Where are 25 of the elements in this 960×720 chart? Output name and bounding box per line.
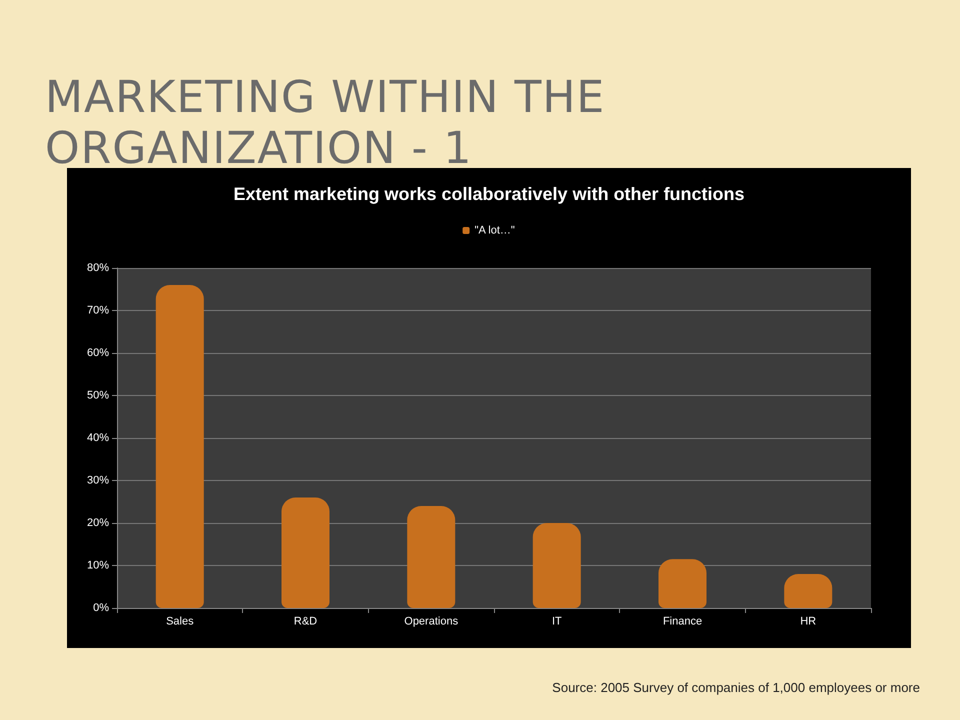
bar <box>532 523 581 608</box>
y-tick-label: 30% <box>86 474 110 486</box>
x-tick-label: Finance <box>662 616 702 628</box>
x-tick-label: R&D <box>294 616 318 628</box>
legend-label: "A lot…" <box>474 224 515 236</box>
chart-subtitle: Extent marketing works collaboratively with other functions <box>233 184 745 204</box>
y-tick-label: 60% <box>86 347 110 359</box>
y-tick-label: 80% <box>86 262 110 274</box>
source-note: Source: 2005 Survey of companies of 1,000 employees or more <box>552 680 920 695</box>
y-tick-label: 20% <box>86 517 110 529</box>
x-tick-label: HR <box>800 616 816 628</box>
y-tick-label: 0% <box>93 602 110 614</box>
x-tick-label: Sales <box>166 616 194 628</box>
x-tick-label: Operations <box>404 616 459 628</box>
chart-title: MARKETING WITHIN THE ORGANIZATION - 1 <box>45 72 606 174</box>
bar <box>282 498 330 608</box>
bar <box>156 285 204 608</box>
bar <box>658 559 706 608</box>
y-tick-label: 10% <box>86 560 110 572</box>
x-tick-label: IT <box>552 616 562 628</box>
y-tick-label: 40% <box>86 432 110 444</box>
bar <box>407 506 456 608</box>
y-tick-label: 70% <box>86 304 110 316</box>
bar <box>784 574 832 608</box>
y-tick-label: 50% <box>86 390 110 402</box>
